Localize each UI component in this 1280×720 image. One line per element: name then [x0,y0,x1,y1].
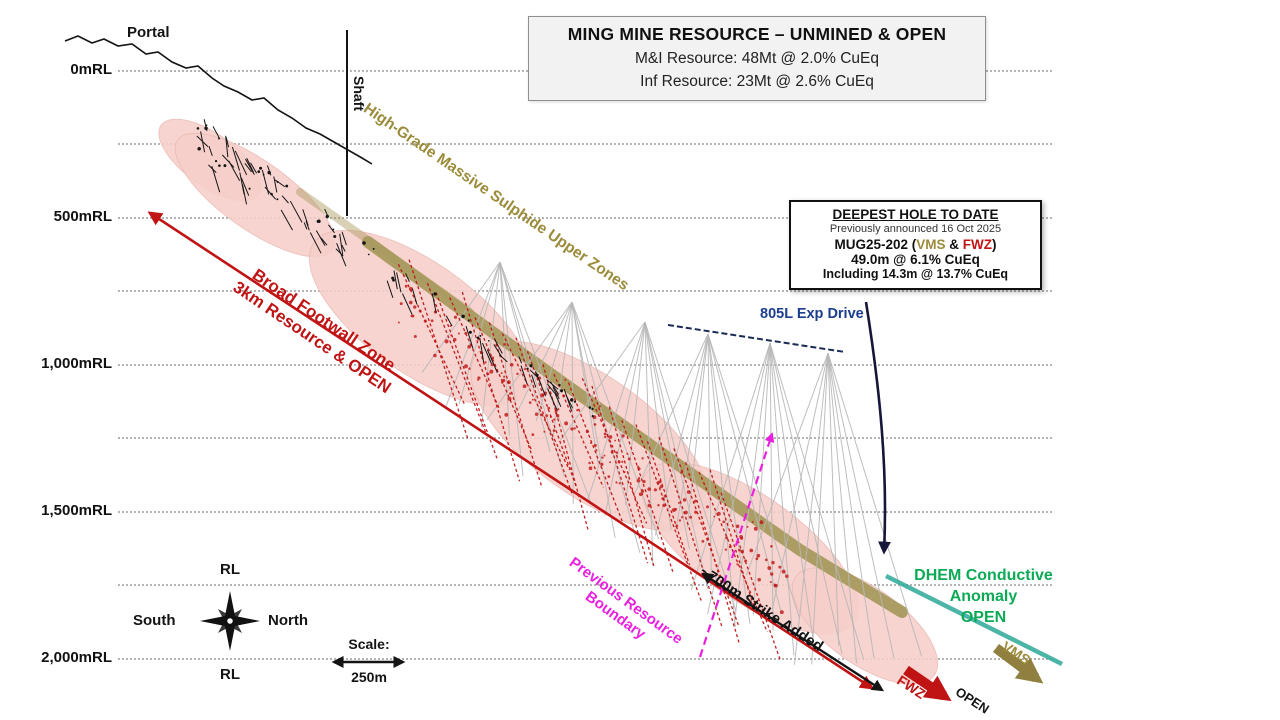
axis-label-1500mrl: 1,500mRL [41,502,112,519]
exp-drive-label: 805L Exp Drive [760,306,864,322]
vms-direction-arrow [993,644,1044,684]
compass-rose [200,591,260,651]
scale-label: Scale: [348,636,390,652]
title-box: MING MINE RESOURCE – UNMINED & OPEN M&I … [528,16,986,101]
axis-label-2000mrl: 2,000mRL [41,649,112,666]
deepest-hole-including: Including 14.3m @ 13.7% CuEq [822,267,1009,281]
hole-id-amp: & [945,237,963,252]
massive-sulphide-band [362,236,908,618]
hole-id-prefix: MUG25-202 ( [834,237,917,252]
hole-id-vms: VMS [916,237,946,252]
compass-label-bottom: RL [220,666,240,683]
axis-label-500mrl: 500mRL [53,208,112,225]
deepest-hole-pointer-arrow [864,301,891,555]
title-line3: Inf Resource: 23Mt @ 2.6% CuEq [640,73,874,90]
axis-label-1000mrl: 1,000mRL [41,355,112,372]
hole-id-fwz: FWZ [962,237,993,252]
gridline-250mrl [118,143,1052,145]
strike-added-arrow [700,572,885,692]
surface-profile [64,35,373,165]
fwz-direction-arrow [903,665,952,702]
deepest-hole-id: MUG25-202 (VMS & FWZ) [794,237,1037,252]
exp-drive-line [667,324,846,353]
dhem-label-line1: DHEM Conductive [914,567,1053,584]
deepest-hole-callout: DEEPEST HOLE TO DATE Previously announce… [789,200,1042,290]
portal-label: Portal [127,24,170,41]
title-line2: M&I Resource: 48Mt @ 2.0% CuEq [634,50,880,67]
compass-label-north: North [268,612,308,629]
deepest-hole-title: DEEPEST HOLE TO DATE [832,207,999,222]
compass-label-top: RL [220,561,240,578]
compass-label-south: South [133,612,176,629]
dhem-anomaly-label: DHEM Conductive Anomaly OPEN [901,565,1066,628]
axis-label-0mrl: 0mRL [70,61,112,78]
dhem-anomaly-line [884,573,1064,667]
deepest-hole-intercept: 49.0m @ 6.1% CuEq [851,252,980,267]
dhem-label-line3: OPEN [960,609,1007,627]
deepest-hole-subtitle: Previously announced 16 Oct 2025 [829,223,1002,235]
dhem-label-line2: Anomaly [949,588,1018,606]
title-line1: MING MINE RESOURCE – UNMINED & OPEN [567,24,947,44]
hole-id-suffix: ) [992,237,997,252]
scale-value: 250m [351,669,387,685]
